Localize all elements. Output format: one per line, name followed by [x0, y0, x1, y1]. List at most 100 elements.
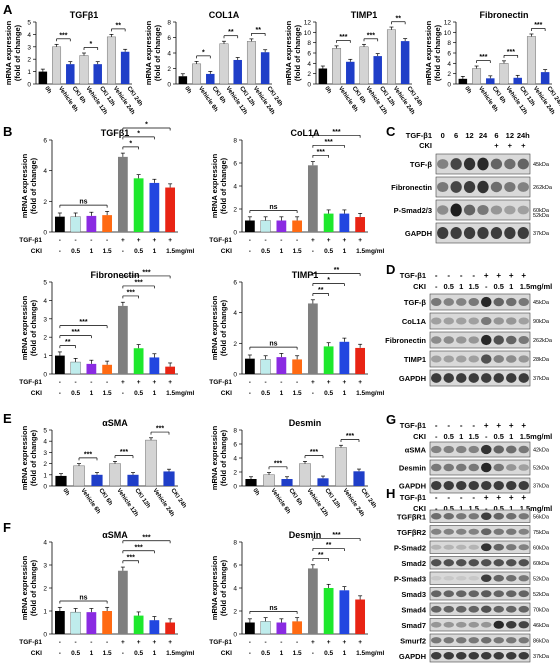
tgf-header-value: +: [521, 271, 526, 280]
y-tick-label: 5: [27, 20, 31, 27]
y-tick-label: 4: [43, 168, 47, 175]
y-axis-label: mRNA expression(fold of change): [20, 425, 38, 490]
tgf-header-value: +: [509, 493, 514, 502]
bar: [307, 303, 318, 374]
blot-band: [468, 651, 479, 660]
sig-label: ***: [507, 49, 515, 56]
tgf-row-value: -: [106, 237, 108, 244]
blot-band: [518, 621, 529, 629]
chart-f-desmin: Desmin 0 2 4 6 8 mRNA expression(fold of chang…: [209, 530, 384, 657]
cki-row-value: 1: [153, 650, 157, 657]
blot-band: [506, 480, 517, 491]
blot-band: [431, 621, 442, 628]
blot-band: [493, 373, 504, 383]
blot-band: [468, 621, 479, 628]
tgf-header-value: -: [472, 421, 475, 430]
tgf-row-label: TGF-β1: [209, 237, 232, 244]
kda-label: 60kDa: [533, 561, 550, 567]
cki-row-value: 0.5: [134, 248, 143, 255]
bar: [149, 357, 160, 374]
blot-band: [506, 544, 517, 551]
cki-row-value: 1.5mg/ml: [356, 650, 384, 657]
cki-row-value: -: [312, 248, 314, 255]
cki-header-value: 1: [509, 432, 513, 441]
bar: [86, 363, 97, 374]
bar: [165, 366, 176, 374]
blot-row-label: CoL1A: [402, 317, 427, 326]
blot-band: [493, 637, 504, 644]
chart-a-tgfb1: TGFβ1 0 1 2 3 4 5 mRNA expression(fold of chang…: [4, 10, 143, 116]
blot-row-label: Smurf2: [400, 636, 426, 645]
y-tick-label: 3: [43, 316, 47, 323]
bar: [292, 621, 303, 634]
kda-label: 46kDa: [533, 623, 550, 629]
cki-row-value: 1.5mg/ml: [166, 390, 194, 397]
y-tick-label: 4: [233, 310, 237, 317]
sig-label: *: [202, 49, 205, 56]
tgf-row-value: +: [168, 379, 172, 386]
sig-label: ***: [59, 32, 67, 39]
bar: [276, 220, 287, 232]
blot-row-label: GAPDH: [399, 482, 426, 491]
cki-header-value: 1.5: [469, 282, 479, 291]
y-tick-label: 8: [307, 40, 311, 47]
blot-band: [506, 559, 517, 567]
sig-label: *: [89, 41, 92, 48]
tgf-row-value: +: [358, 237, 362, 244]
blot-band: [518, 637, 529, 644]
chart-title: Desmin: [289, 530, 322, 540]
bar: [323, 213, 334, 232]
blot-row-label: TGFβR2: [397, 528, 426, 537]
cki-header-value: 0.5: [444, 282, 454, 291]
y-tick-label: 3: [43, 450, 47, 457]
kda-label: 52kDa: [533, 466, 550, 472]
y-tick-label: 1: [43, 609, 47, 616]
y-axis-label: mRNA expression(fold of change): [4, 20, 22, 85]
y-tick-label: 1: [43, 472, 47, 479]
cki-row-label: CKI: [31, 390, 42, 397]
blot-band: [518, 590, 529, 598]
blot-row-label: GAPDH: [399, 652, 426, 661]
tgf-header-value: +: [484, 493, 489, 502]
tgf-header-value: -: [460, 271, 463, 280]
blot-band: [481, 574, 492, 583]
tgf-header-label: TGF-β1: [400, 493, 426, 502]
blot-band: [443, 637, 454, 644]
blot-band: [493, 335, 504, 345]
blot-band: [518, 513, 529, 520]
y-axis-label: mRNA expression(fold of change): [424, 20, 442, 85]
blot-band: [431, 445, 442, 454]
blot-band: [518, 559, 529, 567]
blot-row-label: P-Smad2/3: [394, 206, 432, 215]
sig-label: ***: [339, 34, 347, 41]
y-tick-label: 8: [233, 138, 237, 145]
blot-band: [468, 513, 479, 520]
time-header-value: 6: [454, 131, 458, 140]
blot-band: [431, 480, 442, 491]
cki-row-value: 1: [90, 650, 94, 657]
kda-label: 60kDa: [533, 545, 550, 551]
bar: [117, 570, 128, 634]
cki-row-value: 1: [280, 390, 284, 397]
cki-header-value: 0.5: [494, 432, 504, 441]
tgf-row-label: TGF-β1: [19, 379, 42, 386]
blot-band: [493, 463, 504, 472]
y-tick-label: 6: [167, 35, 171, 42]
cki-header-label: CKI: [413, 432, 426, 441]
bar: [513, 77, 522, 84]
blot-band: [518, 528, 529, 535]
cki-header-value: -: [435, 432, 438, 441]
x-tick-label: 0h: [323, 86, 332, 95]
bar: [339, 341, 350, 374]
tgf-header-value: +: [496, 271, 501, 280]
blot-band: [443, 575, 454, 581]
blot-band: [493, 651, 504, 660]
bar: [233, 59, 242, 84]
blot-band: [431, 590, 442, 598]
blot-band: [481, 354, 492, 364]
cki-header-value: 1.5mg/ml: [520, 432, 553, 441]
bar: [109, 463, 121, 487]
blot-row-label: Desmin: [399, 464, 427, 473]
cki-row-value: 1.5: [103, 390, 112, 397]
blot-band: [504, 205, 516, 215]
